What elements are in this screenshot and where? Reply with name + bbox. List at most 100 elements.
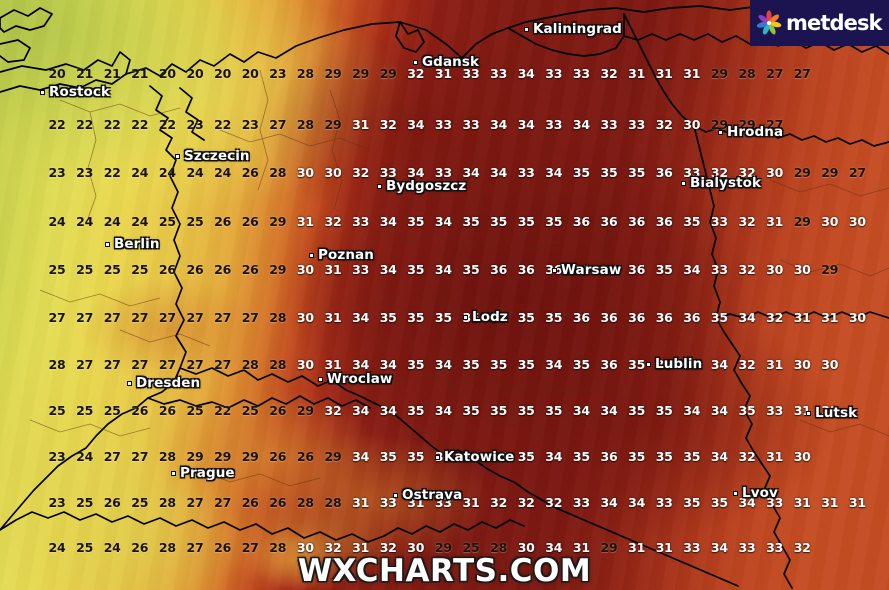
temperature-value: 33 <box>766 539 784 555</box>
temperature-value: 32 <box>324 213 342 229</box>
city-name: Lvov <box>742 485 778 501</box>
temperature-value: 26 <box>269 494 287 510</box>
temperature-value: 34 <box>490 164 508 180</box>
temperature-value: 25 <box>158 213 176 229</box>
city-name: Berlin <box>114 236 160 252</box>
temperature-value: 29 <box>296 402 314 418</box>
temperature-value: 29 <box>352 65 370 81</box>
temperature-value: 31 <box>655 65 673 81</box>
temperature-value: 36 <box>683 309 701 325</box>
temperature-value: 34 <box>434 261 452 277</box>
temperature-value: 34 <box>352 448 370 464</box>
temperature-value: 31 <box>296 213 314 229</box>
temperature-value: 34 <box>545 164 563 180</box>
temperature-value: 34 <box>462 164 480 180</box>
temperature-value: 32 <box>738 164 756 180</box>
temperature-value: 27 <box>766 65 784 81</box>
temperature-value: 33 <box>710 213 728 229</box>
temperature-value: 22 <box>48 116 66 132</box>
temperature-value: 32 <box>738 356 756 372</box>
temperature-value: 27 <box>48 309 66 325</box>
temperature-value: 25 <box>186 213 204 229</box>
temperature-value: 21 <box>103 65 121 81</box>
temperature-value: 31 <box>628 65 646 81</box>
temperature-value: 32 <box>738 213 756 229</box>
temperature-value: 27 <box>131 309 149 325</box>
temperature-value: 30 <box>517 539 535 555</box>
temperature-value: 34 <box>379 261 397 277</box>
temperature-value: 35 <box>490 402 508 418</box>
city-label-hrodna: Hrodna <box>718 124 783 140</box>
temperature-value: 33 <box>628 116 646 132</box>
temperature-value: 35 <box>655 402 673 418</box>
metdesk-logo[interactable]: metdesk <box>750 0 889 46</box>
temperature-value: 31 <box>572 539 590 555</box>
temperature-value: 27 <box>269 116 287 132</box>
temperature-value: 21 <box>131 65 149 81</box>
temperature-value: 32 <box>352 164 370 180</box>
temperature-value: 36 <box>655 309 673 325</box>
temperature-value: 36 <box>628 261 646 277</box>
temperature-value: 27 <box>131 356 149 372</box>
temperature-value: 32 <box>407 65 425 81</box>
city-marker-icon <box>552 267 557 273</box>
temperature-value: 33 <box>683 539 701 555</box>
temperature-value: 30 <box>766 261 784 277</box>
temperature-value: 31 <box>628 539 646 555</box>
city-marker-icon <box>105 241 110 247</box>
city-marker-icon <box>309 252 314 258</box>
temperature-value: 34 <box>572 116 590 132</box>
temperature-value: 33 <box>434 116 452 132</box>
temperature-value: 26 <box>296 448 314 464</box>
temperature-value: 35 <box>490 213 508 229</box>
temperature-value: 30 <box>821 356 839 372</box>
temperature-value: 22 <box>103 116 121 132</box>
temperature-value: 34 <box>379 402 397 418</box>
city-name: Warsaw <box>561 262 622 278</box>
temperature-value: 32 <box>324 539 342 555</box>
city-name: Hrodna <box>727 124 784 140</box>
temperature-value: 35 <box>517 213 535 229</box>
city-label-katowice: Katowice <box>435 449 514 465</box>
temperature-value: 31 <box>324 309 342 325</box>
temperature-value: 27 <box>214 494 232 510</box>
temperature-value: 28 <box>269 356 287 372</box>
temperature-value: 29 <box>821 164 839 180</box>
temperature-value: 24 <box>186 164 204 180</box>
temperature-value: 32 <box>517 494 535 510</box>
temperature-value: 24 <box>131 213 149 229</box>
temperature-value: 22 <box>158 116 176 132</box>
temperature-value: 34 <box>517 65 535 81</box>
temperature-value: 34 <box>490 116 508 132</box>
temperature-value: 30 <box>793 448 811 464</box>
temperature-value: 27 <box>186 309 204 325</box>
temperature-value: 28 <box>490 539 508 555</box>
temperature-value: 29 <box>793 164 811 180</box>
temperature-value: 29 <box>324 65 342 81</box>
temperature-value: 27 <box>131 448 149 464</box>
temperature-value: 35 <box>572 164 590 180</box>
temperature-value: 20 <box>158 65 176 81</box>
temperature-value: 26 <box>214 213 232 229</box>
temperature-value: 33 <box>462 65 480 81</box>
temperature-value: 23 <box>48 164 66 180</box>
temperature-value: 35 <box>600 164 618 180</box>
city-marker-icon <box>718 129 723 135</box>
temperature-value: 34 <box>434 213 452 229</box>
temperature-value: 36 <box>600 356 618 372</box>
city-name: Szczecin <box>184 148 250 164</box>
temperature-value: 30 <box>766 164 784 180</box>
temperature-value: 32 <box>490 494 508 510</box>
temperature-value: 28 <box>296 65 314 81</box>
temperature-value: 30 <box>793 261 811 277</box>
temperature-value: 34 <box>738 309 756 325</box>
temperature-value: 25 <box>462 539 480 555</box>
temperature-value: 27 <box>214 309 232 325</box>
temperature-value: 31 <box>324 261 342 277</box>
temperature-value: 29 <box>241 448 259 464</box>
temperature-value: 29 <box>324 448 342 464</box>
temperature-value: 25 <box>131 494 149 510</box>
temperature-value: 36 <box>600 309 618 325</box>
temperature-value: 32 <box>738 261 756 277</box>
temperature-value: 28 <box>269 539 287 555</box>
